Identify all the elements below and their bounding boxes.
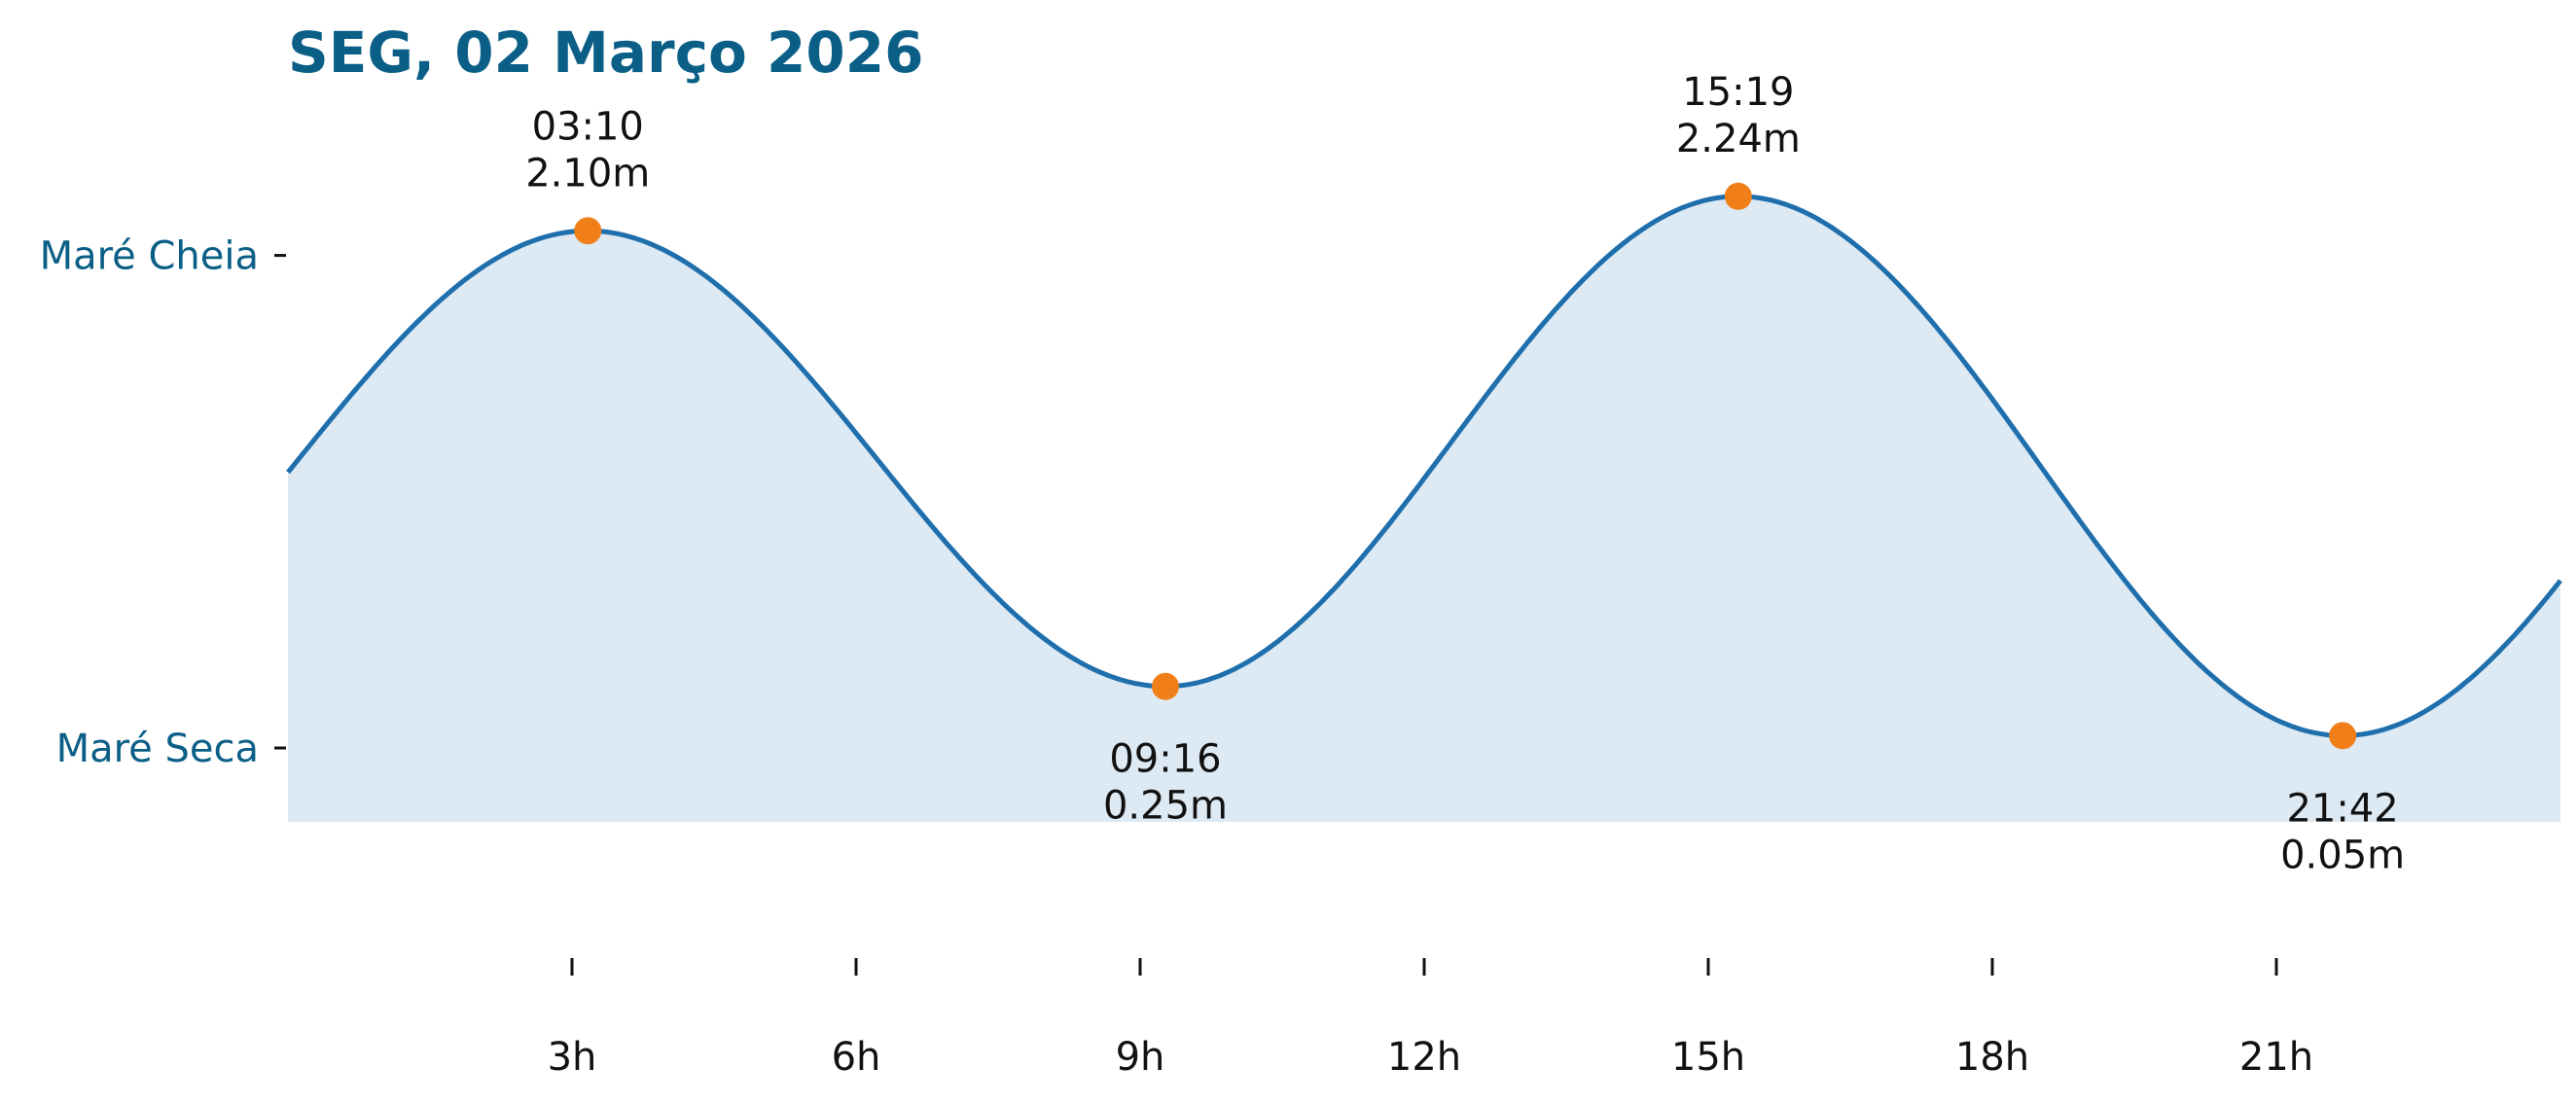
extreme-height-label-0310: 2.10m [525,151,650,196]
tide-extremes: 03:10 2.10m 09:16 0.25m 15:19 2.24m 21:4… [525,70,2405,878]
x-tick-label-6h: 6h [832,1035,881,1080]
extreme-height-label-0916: 0.25m [1103,784,1228,829]
tide-curve [286,194,2562,738]
extreme-point-1519 [1724,182,1752,210]
y-tick-label-high: Maré Cheia [40,234,259,279]
extreme-time-label-2142: 21:42 [2286,786,2398,831]
chart-title: SEG, 02 Março 2026 [288,19,923,86]
x-tick-label-21h: 21h [2239,1035,2313,1080]
y-axis: Maré Cheia Maré Seca [40,234,286,771]
extreme-point-0916 [1151,672,1179,700]
extreme-point-0310 [574,217,602,245]
x-axis: 3h 6h 9h 12h 15h 18h 21h [548,958,2313,1080]
x-tick-label-9h: 9h [1116,1035,1165,1080]
x-tick-label-15h: 15h [1671,1035,1745,1080]
extreme-time-label-1519: 15:19 [1682,70,1794,115]
extreme-height-label-1519: 2.24m [1676,117,1801,161]
extreme-time-label-0310: 03:10 [532,104,644,149]
extreme-time-label-0916: 09:16 [1109,737,1221,782]
x-tick-label-12h: 12h [1387,1035,1461,1080]
x-tick-label-18h: 18h [1955,1035,2029,1080]
extreme-height-label-2142: 0.05m [2280,833,2405,877]
y-tick-label-low: Maré Seca [56,727,259,771]
extreme-point-2142 [2329,722,2357,750]
x-tick-label-3h: 3h [548,1035,597,1080]
tide-area [288,196,2560,823]
